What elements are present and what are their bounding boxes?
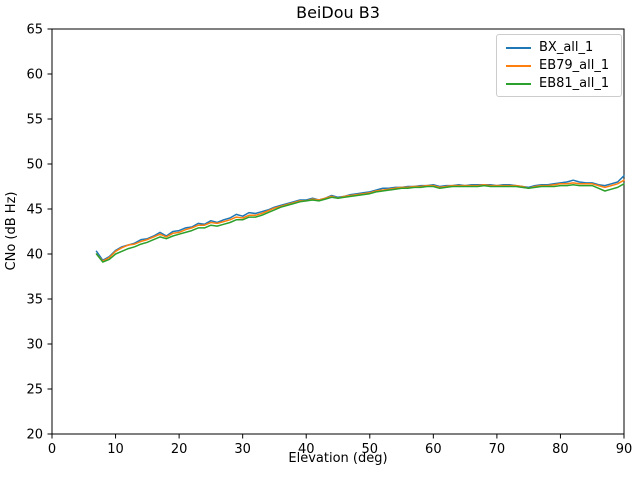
axes-layer: 0 10 20 30 40 50 60 70 80 90 20 25 30 35 40 45 50 55 60 65: [26, 23, 632, 458]
x-tick-label: 80: [552, 442, 569, 457]
y-tick-label: 65: [26, 23, 43, 38]
y-tick-label: 50: [26, 158, 43, 173]
x-tick-label: 50: [362, 442, 379, 457]
x-tick-label: 70: [489, 442, 506, 457]
x-tick-label: 90: [616, 442, 633, 457]
y-tick-label: 60: [26, 68, 43, 83]
x-axis-label: Elevation (deg): [288, 451, 387, 466]
x-tick-label: 60: [425, 442, 442, 457]
x-tick-label: 20: [171, 442, 188, 457]
legend-line-icon: [506, 83, 531, 85]
x-tick-label: 10: [107, 442, 124, 457]
y-tick-label: 55: [26, 113, 43, 128]
series-layer: [95, 174, 625, 263]
legend-label: EB81_all_1: [539, 76, 610, 91]
legend-item: BX_all_1: [506, 39, 613, 57]
chart-title: BeiDou B3: [296, 3, 380, 22]
series-line-EB79_all_1: [95, 179, 625, 262]
y-tick-label: 35: [26, 293, 43, 308]
y-tick-label: 45: [26, 203, 43, 218]
x-tick-label: 0: [48, 442, 56, 457]
series-line-BX_all_1: [95, 174, 625, 262]
y-axis-label: CNo (dB Hz): [4, 192, 19, 271]
legend-line-icon: [506, 65, 531, 67]
plot-spines: [51, 28, 625, 435]
x-tick-label: 40: [298, 442, 315, 457]
legend-item: EB81_all_1: [506, 75, 613, 93]
legend-item: EB79_all_1: [506, 57, 613, 75]
series-line-EB81_all_1: [95, 183, 625, 263]
y-tick-label: 25: [26, 383, 43, 398]
y-tick-label: 20: [26, 428, 43, 443]
legend-label: BX_all_1: [539, 40, 594, 55]
legend: BX_all_1 EB79_all_1 EB81_all_1: [496, 34, 622, 97]
y-tick-label: 40: [26, 248, 43, 263]
legend-label: EB79_all_1: [539, 58, 610, 73]
legend-line-icon: [506, 47, 531, 49]
x-tick-label: 30: [234, 442, 251, 457]
y-tick-label: 30: [26, 338, 43, 353]
